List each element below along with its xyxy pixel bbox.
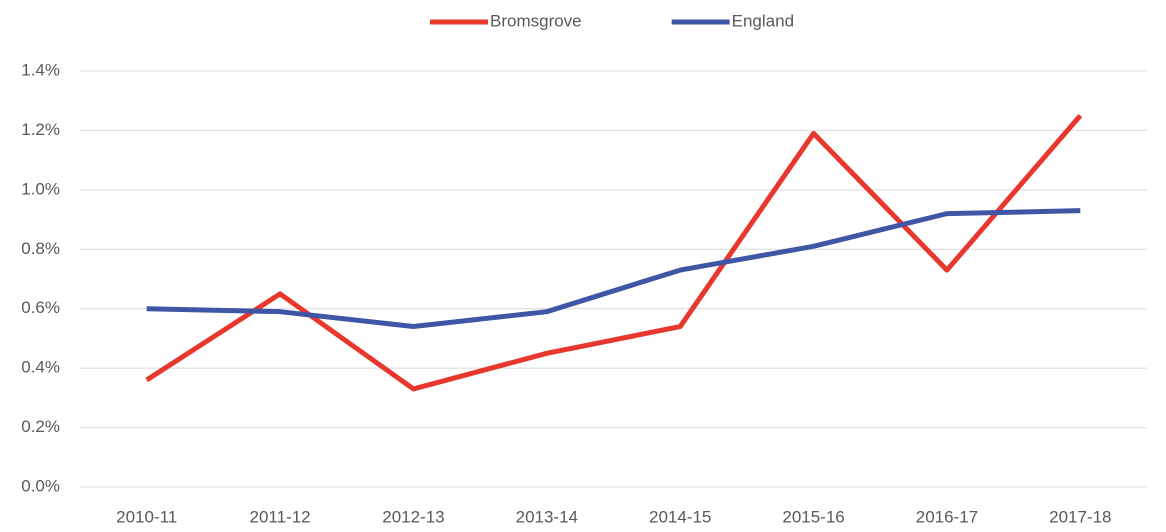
y-tick-label: 1.0% <box>21 179 60 198</box>
y-tick-label: 0.6% <box>21 298 60 317</box>
x-tick-label: 2015-16 <box>782 507 844 526</box>
y-tick-label: 0.0% <box>21 476 60 495</box>
y-tick-label: 1.4% <box>21 60 60 79</box>
x-tick-label: 2017-18 <box>1049 507 1111 526</box>
x-tick-label: 2012-13 <box>382 507 444 526</box>
y-tick-label: 0.4% <box>21 358 60 377</box>
y-tick-label: 0.8% <box>21 239 60 258</box>
x-tick-label: 2011-12 <box>249 507 310 526</box>
y-tick-label: 0.2% <box>21 417 60 436</box>
series-line <box>145 113 1083 392</box>
x-tick-label: 2010-11 <box>116 507 177 526</box>
y-tick-label: 1.2% <box>21 120 60 139</box>
legend-label: Bromsgrove <box>490 11 582 30</box>
series-line <box>146 208 1081 330</box>
x-tick-label: 2013-14 <box>516 507 578 526</box>
x-tick-label: 2016-17 <box>916 507 978 526</box>
x-tick-label: 2014-15 <box>649 507 711 526</box>
legend-label: England <box>732 11 794 30</box>
